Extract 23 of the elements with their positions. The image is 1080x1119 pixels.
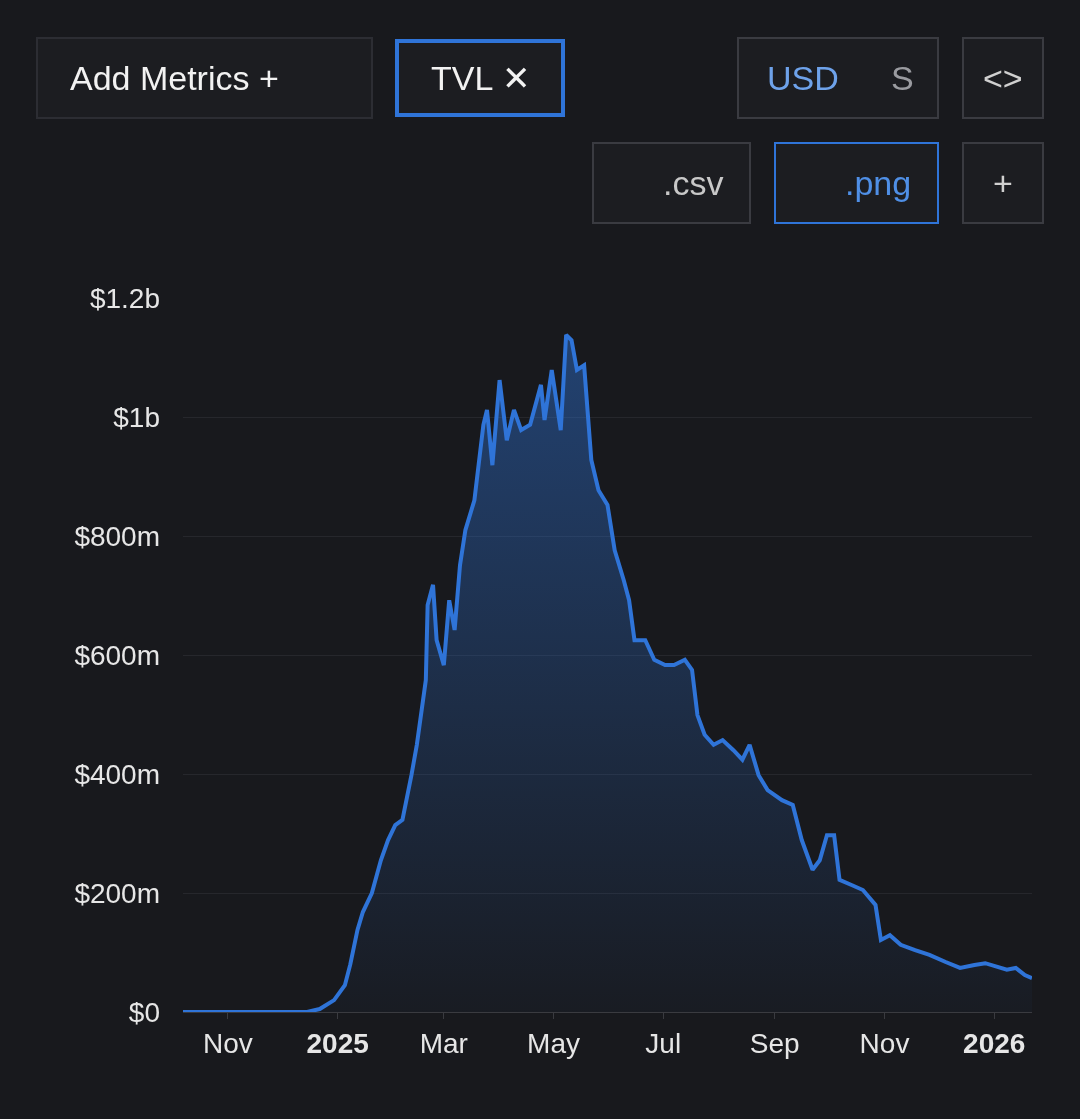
- x-tick-label: Sep: [749, 1027, 800, 1059]
- text: USD: [767, 59, 839, 97]
- y-tick-label: $200m: [74, 877, 160, 909]
- x-tick-label: Jul: [645, 1027, 682, 1059]
- x-tick-label: 2025: [306, 1027, 369, 1059]
- x-tick-label: May: [527, 1027, 580, 1059]
- y-tick-label: $0: [128, 996, 160, 1028]
- text: .csv: [663, 164, 724, 202]
- text: TVL ✕: [431, 59, 530, 97]
- y-tick-label: $1b: [113, 401, 160, 433]
- text: <>: [983, 59, 1023, 97]
- text: Add Metrics +: [70, 59, 279, 97]
- x-tick-label: Mar: [419, 1027, 468, 1059]
- y-tick-label: $400m: [74, 758, 160, 790]
- text: +: [993, 164, 1013, 202]
- x-tick-label: 2026: [963, 1027, 1026, 1059]
- y-tick-label: $600m: [74, 639, 160, 671]
- text: .png: [845, 164, 912, 202]
- text: S: [891, 59, 914, 97]
- x-tick-label: Nov: [203, 1027, 253, 1059]
- y-tick-label: $1.2b: [89, 282, 160, 314]
- x-tick-label: Nov: [859, 1027, 910, 1059]
- y-tick-label: $800m: [74, 520, 160, 552]
